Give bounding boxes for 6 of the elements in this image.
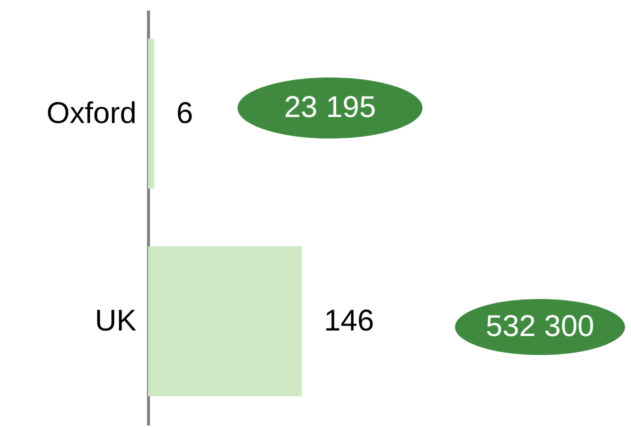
data-label: 146: [324, 304, 374, 338]
data-label: 6: [176, 96, 194, 130]
text: 532 300: [486, 310, 594, 343]
annotation: 23 195: [284, 91, 376, 124]
y-tick-label: UK: [94, 304, 136, 338]
y-tick-label: Oxford: [46, 96, 136, 130]
